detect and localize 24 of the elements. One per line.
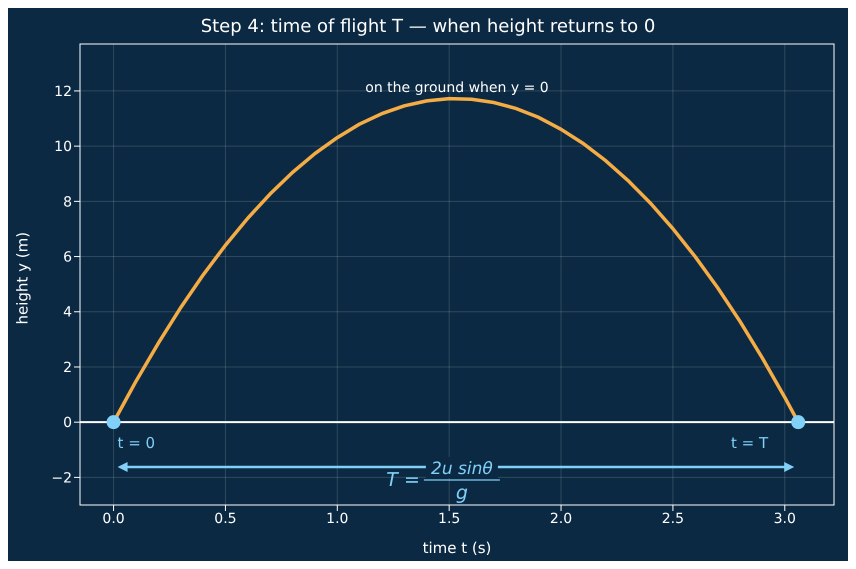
y-tick-label: 6 xyxy=(63,250,72,266)
annotation: T = xyxy=(386,469,420,491)
x-tick-label: 0.5 xyxy=(214,510,237,527)
y-tick-label: 8 xyxy=(63,194,72,210)
annotation: on the ground when y = 0 xyxy=(365,80,549,96)
y-axis-title: height y (m) xyxy=(13,232,32,324)
x-tick-label: 1.0 xyxy=(326,510,348,527)
annotation: t = T xyxy=(731,434,770,452)
annotation: g xyxy=(456,482,468,504)
y-tick-label: 12 xyxy=(54,84,72,100)
x-tick-label: 3.0 xyxy=(774,510,796,527)
y-tick-label: 0 xyxy=(63,415,72,432)
x-tick-label: 2.5 xyxy=(662,510,684,527)
y-tick-label: −2 xyxy=(51,470,72,486)
y-tick-label: 2 xyxy=(63,360,72,376)
x-tick-label: 1.5 xyxy=(438,510,460,527)
x-tick-label: 0.0 xyxy=(102,510,125,527)
x-tick-label: 2.0 xyxy=(550,510,572,527)
chart-title: Step 4: time of flight T — when height returns to 0 xyxy=(200,16,656,37)
y-tick-label: 4 xyxy=(63,304,72,321)
annotation: 2u sinθ xyxy=(431,459,494,479)
y-tick-label: 10 xyxy=(54,139,72,156)
x-axis-title: time t (s) xyxy=(422,539,492,557)
annotation: t = 0 xyxy=(118,434,156,452)
